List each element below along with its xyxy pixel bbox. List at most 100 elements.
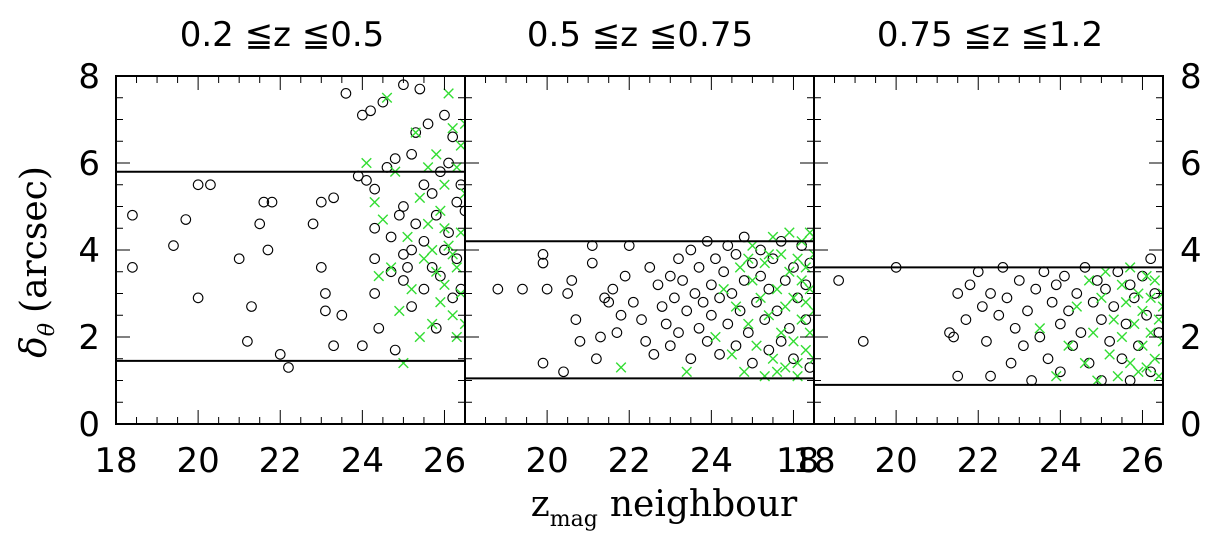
data-point-circle [1059, 270, 1070, 282]
data-point-cross [1141, 362, 1152, 373]
data-point-circle [205, 179, 216, 191]
data-point-cross [738, 366, 750, 378]
data-point-circle [664, 270, 676, 282]
data-point-circle [1055, 318, 1066, 330]
data-point-circle [689, 288, 701, 299]
data-point-cross [800, 296, 812, 308]
data-point-cross [443, 88, 454, 99]
data-point-circle [775, 336, 787, 347]
data-point-cross [1124, 357, 1136, 369]
data-point-cross [459, 118, 465, 130]
data-point-circle [393, 209, 405, 221]
data-point-cross [792, 370, 803, 382]
y-tick-label: 2 [78, 318, 100, 358]
x-tick-label: 24 [341, 441, 384, 481]
data-point-cross [414, 192, 426, 204]
panel-2: 20 22 24 18 [464, 75, 819, 481]
data-point-circle [574, 336, 586, 347]
data-point-cross [1145, 292, 1156, 304]
data-point-cross [747, 240, 758, 251]
data-point-circle [747, 257, 758, 269]
x-tick-label: 24 [690, 441, 733, 481]
y-axis-subscript: θ [35, 323, 60, 336]
data-point-circle [443, 227, 454, 238]
data-point-cross [1157, 301, 1163, 312]
data-point-circle [779, 275, 791, 286]
data-point-circle [320, 305, 331, 317]
data-point-circle [693, 262, 705, 273]
data-point-circle [389, 153, 401, 164]
data-point-circle [410, 218, 422, 230]
data-point-cross [759, 370, 771, 382]
data-point-circle [451, 196, 463, 208]
data-point-cross [763, 249, 775, 260]
data-point-cross [734, 262, 746, 273]
data-point-cross [808, 353, 814, 365]
data-point-circle [714, 349, 725, 360]
x-axis-symbol: z [531, 484, 550, 525]
data-point-circle [274, 349, 286, 360]
data-point-circle [1091, 275, 1103, 286]
data-point-circle [734, 305, 746, 317]
data-point-cross [800, 344, 812, 356]
y-axis-unit: (arcsec) [14, 166, 55, 313]
data-point-cross [771, 283, 783, 295]
data-point-circle [258, 196, 270, 208]
data-point-cross [792, 253, 803, 264]
panel-3: 18 20 22 24 26 [792, 75, 1164, 481]
data-point-circle [1001, 292, 1013, 304]
panel-title-3: 0.75 ≦z ≦1.2 [877, 15, 1103, 55]
data-point-circle [591, 353, 602, 365]
data-point-circle [619, 270, 631, 282]
data-point-circle [254, 218, 266, 230]
data-point-circle [1030, 283, 1042, 295]
data-point-circle [315, 262, 327, 273]
data-point-circle [1108, 301, 1120, 312]
data-point-cross [459, 188, 465, 199]
data-point-cross [394, 305, 405, 317]
data-point-circle [336, 309, 348, 321]
data-point-cross [1100, 266, 1111, 278]
data-point-circle [402, 262, 413, 273]
data-point-cross [1157, 336, 1163, 347]
data-point-circle [459, 205, 465, 217]
data-point-cross [771, 366, 783, 378]
data-point-circle [307, 218, 319, 230]
x-tick-label: 18 [792, 441, 835, 481]
data-point-cross [410, 127, 422, 138]
data-point-cross [1116, 331, 1128, 343]
data-point-circle [389, 344, 401, 356]
data-point-cross [447, 249, 458, 260]
data-point-circle [365, 105, 376, 117]
data-point-cross [361, 157, 372, 169]
data-point-circle [422, 118, 434, 130]
data-point-cross [767, 353, 779, 365]
x-axis-rest: neighbour [610, 484, 798, 525]
data-point-circle [1046, 296, 1058, 308]
data-point-circle [246, 301, 257, 312]
x-tick-label: 20 [525, 441, 568, 481]
data-point-circle [985, 288, 996, 299]
panel-title-2: 0.5 ≦z ≦0.75 [527, 15, 753, 55]
data-point-cross [430, 266, 442, 278]
data-point-circle [168, 240, 179, 251]
data-point-circle [1141, 309, 1152, 321]
y-tick-label: 8 [78, 57, 100, 97]
data-point-circle [603, 296, 615, 308]
data-point-circle [328, 192, 339, 204]
data-point-circle [385, 266, 397, 278]
y-tick-label: 0 [78, 405, 100, 445]
data-point-circle [759, 314, 771, 325]
data-point-circle [1050, 279, 1062, 291]
data-point-circle [369, 222, 381, 234]
right-y-tick-label: 6 [1180, 144, 1202, 184]
data-point-circle [1022, 305, 1033, 317]
data-point-circle [430, 322, 442, 334]
data-point-circle [262, 244, 274, 256]
data-point-circle [537, 249, 549, 260]
data-point-circle [180, 214, 192, 225]
y-tick-label: 6 [78, 144, 100, 184]
data-point-circle [1005, 357, 1017, 369]
